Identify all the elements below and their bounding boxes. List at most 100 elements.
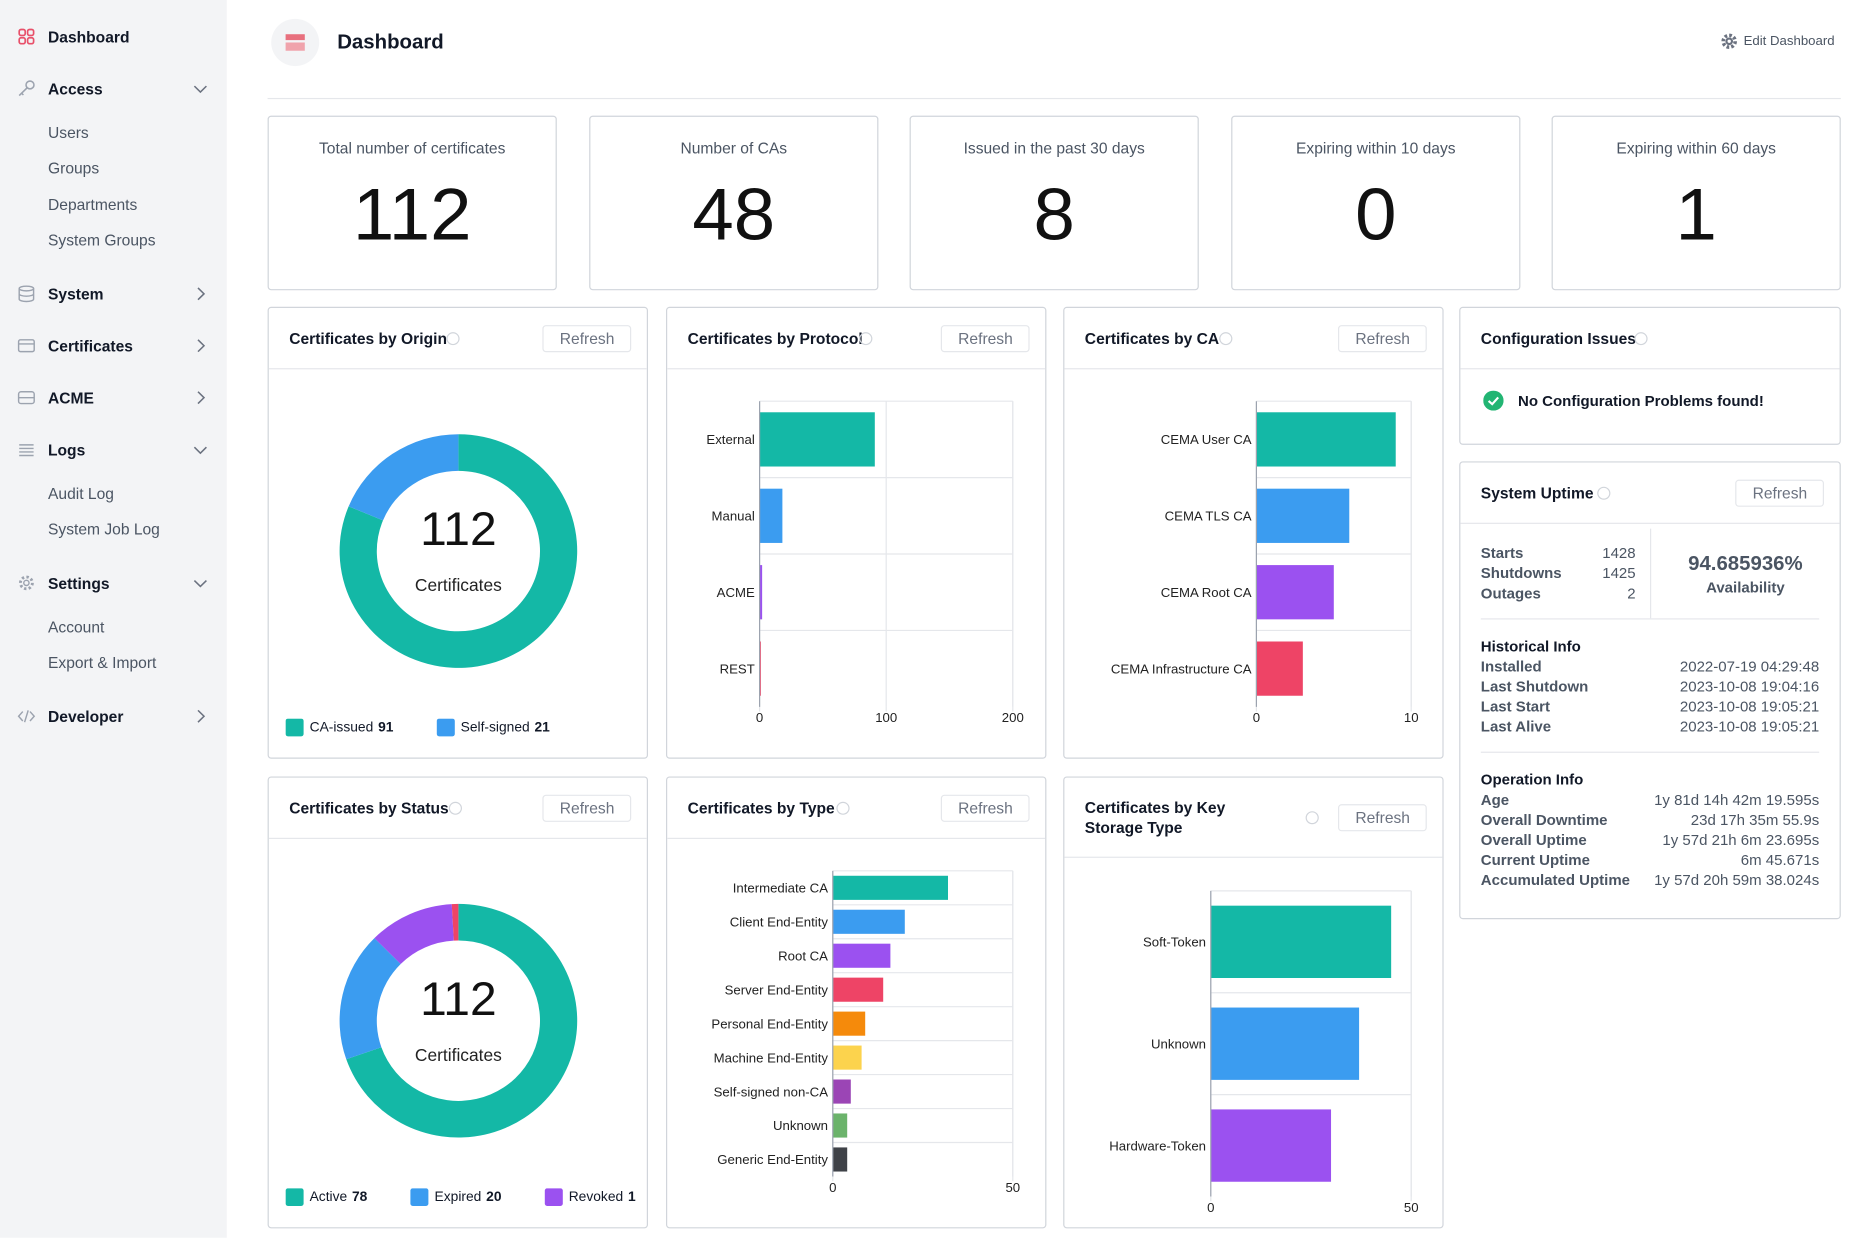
nav-label[interactable]: Settings xyxy=(48,574,110,592)
nav-label[interactable]: Dashboard xyxy=(48,27,130,46)
section-divider xyxy=(1480,618,1820,620)
legend-label: Expired xyxy=(434,1190,482,1205)
stat-label: Expiring within 60 days xyxy=(1616,139,1776,157)
legend-value: 91 xyxy=(378,720,394,735)
nav-subitem[interactable]: Users xyxy=(48,123,89,142)
y-tick-label: Client End-Entity xyxy=(730,915,829,930)
nav-item[interactable]: Logs xyxy=(0,432,227,467)
info-row: Installed 2022-07-19 04:29:48 xyxy=(1481,658,1819,675)
chart: 0 100 200 External Manual ACME REST xyxy=(706,400,1024,725)
nav-icon xyxy=(17,339,35,353)
refresh-button[interactable]: Refresh xyxy=(941,324,1030,352)
y-tick-label: Soft-Token xyxy=(1143,935,1206,950)
y-tick-label: Generic End-Entity xyxy=(717,1152,828,1167)
nav-item[interactable]: System xyxy=(0,276,227,311)
nav-item[interactable]: Certificates xyxy=(0,328,227,363)
nav-item[interactable]: Dashboard xyxy=(0,19,227,54)
legend-item[interactable]: Expired 20 xyxy=(410,1188,502,1206)
stat-label: Total number of certificates xyxy=(318,139,506,157)
availability-label: Availability xyxy=(1706,579,1785,596)
header-icon xyxy=(271,18,320,67)
center-label: Certificates xyxy=(415,1045,502,1065)
nav-subitem[interactable]: Account xyxy=(48,617,105,636)
count-label: Outages xyxy=(1480,585,1541,602)
x-tick-label: 0 xyxy=(1253,710,1260,725)
donut-slice xyxy=(339,434,578,668)
nav-label[interactable]: ACME xyxy=(48,388,94,407)
legend-item[interactable]: Revoked13 xyxy=(544,1188,636,1206)
chevron xyxy=(193,446,207,455)
nav-item[interactable]: ACME xyxy=(0,380,227,415)
bar xyxy=(832,1011,866,1036)
refresh-button[interactable]: Refresh xyxy=(542,324,632,352)
info-value: 6m 45.671s xyxy=(1740,851,1820,869)
nav-item[interactable]: Developer xyxy=(0,699,227,734)
nav-label[interactable]: Developer xyxy=(48,707,124,726)
x-tick-label: 0 xyxy=(829,1180,836,1195)
info-icon xyxy=(1305,810,1319,824)
nav-label[interactable]: Access xyxy=(48,79,103,98)
x-tick-label: 0 xyxy=(756,710,763,725)
stat-label: Number of CAs xyxy=(680,139,788,157)
legend-item[interactable]: Active 78 xyxy=(285,1188,368,1206)
chart-panel: 112 Certificates Certificates by Status Ref… xyxy=(267,776,648,1229)
panel-title: Certificates by Type xyxy=(687,798,835,817)
nav-item[interactable]: Settings xyxy=(0,565,227,600)
info-icon xyxy=(1597,486,1611,500)
info-row: Last Shutdown 2023-10-08 19:04:16 xyxy=(1481,679,1819,696)
nav-item[interactable]: Access xyxy=(0,71,227,106)
section-divider xyxy=(1480,751,1820,753)
nav-subitem[interactable]: Export & Import xyxy=(48,653,157,672)
stat-card: Expiring within 10 days 0 xyxy=(1231,115,1521,291)
edit-dashboard[interactable]: Edit Dashboard xyxy=(1721,33,1835,50)
refresh-button[interactable]: Refresh xyxy=(1338,803,1427,831)
bar xyxy=(1256,641,1303,696)
count-row: Outages 2 xyxy=(1481,585,1636,602)
info-row: Last Alive 2023-10-08 19:05:21 xyxy=(1481,719,1819,736)
nav-subitem[interactable]: System Job Log xyxy=(48,520,160,539)
count-row: Shutdowns 1425 xyxy=(1481,565,1636,582)
refresh-button[interactable]: Refresh xyxy=(1735,479,1825,507)
info-value: 2023-10-08 19:05:21 xyxy=(1679,718,1820,736)
refresh-button[interactable]: Refresh xyxy=(941,794,1030,822)
nav-subitem[interactable]: Audit Log xyxy=(48,484,114,503)
stat-card: Issued in the past 30 days 8 xyxy=(909,115,1199,291)
legend-value: 21 xyxy=(534,720,550,735)
info-icon xyxy=(836,801,850,815)
panel-header: System Uptime Refresh xyxy=(1460,463,1840,524)
panel-header: Certificates by Type Refresh xyxy=(667,778,1046,839)
refresh-button[interactable]: Refresh xyxy=(542,794,632,822)
edit-label[interactable]: Edit Dashboard xyxy=(1743,34,1835,49)
info-value: 23d 17h 35m 55.9s xyxy=(1690,811,1820,829)
y-tick-label: Machine End-Entity xyxy=(714,1050,829,1065)
refresh-button[interactable]: Refresh xyxy=(1338,324,1427,352)
nav-icon xyxy=(18,285,35,303)
vertical-divider xyxy=(1650,528,1652,619)
panel-title: System Uptime xyxy=(1480,483,1594,502)
y-tick-label: CEMA User CA xyxy=(1161,432,1252,447)
stat-card: Expiring within 60 days 1 xyxy=(1551,115,1841,291)
legend-item[interactable]: CA-issued 91 xyxy=(285,718,394,737)
nav-subitem[interactable]: Departments xyxy=(48,195,138,213)
nav-subitem[interactable]: System Groups xyxy=(48,231,156,249)
nav-label[interactable]: Certificates xyxy=(48,336,133,355)
nav-label[interactable]: System xyxy=(48,284,104,303)
x-tick-label: 0 xyxy=(1207,1200,1214,1215)
stat-value: 1 xyxy=(1675,174,1717,257)
bar xyxy=(832,1045,862,1070)
info-value: 2023-10-08 19:05:21 xyxy=(1679,698,1820,716)
nav-label[interactable]: Logs xyxy=(48,440,86,459)
uptime-panel: System Uptime Refresh Starts 1428 Shutdowns 1… xyxy=(1459,461,1841,920)
availability: 94.685936% xyxy=(1688,552,1803,575)
chevron xyxy=(193,85,207,94)
chart-panel: 0 100 200 External Manual ACME REST Certificate… xyxy=(666,306,1047,759)
bar xyxy=(832,875,949,900)
count-row: Starts 1428 xyxy=(1481,545,1636,562)
legend-item[interactable]: Self-signed 21 xyxy=(436,718,550,737)
legend-value: 13 xyxy=(627,1190,636,1205)
sidebar: Dashboard Access Users Groups Departments Sys… xyxy=(0,0,227,1238)
nav-subitem[interactable]: Groups xyxy=(48,159,100,177)
y-tick-label: CEMA Infrastructure CA xyxy=(1111,661,1252,676)
panel-title: Certificates by Protocol xyxy=(687,329,863,347)
legend-value: 78 xyxy=(351,1190,368,1205)
